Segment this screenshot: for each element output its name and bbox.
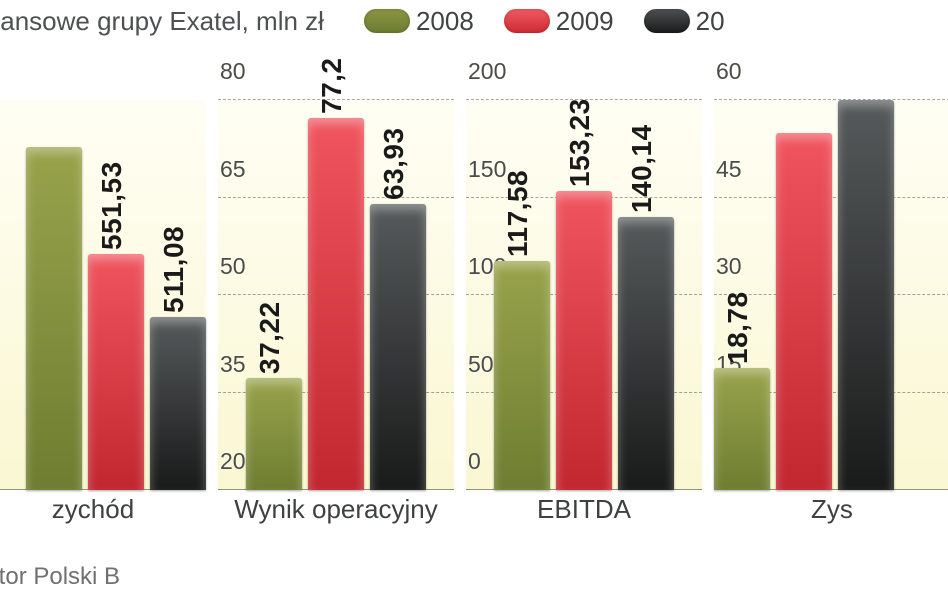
ytick-label: 60 [716,58,742,85]
chart-przychod: 551,53511,08zychód [0,60,206,490]
header-row: inansowe grupy Exatel, mln zł 2008 2009 … [0,0,940,42]
ytick-label: 80 [220,58,246,85]
bars-group: 37,2277,263,93 [218,100,454,490]
bar-value-label: 140,14 [626,124,658,213]
legend-label-2008: 2008 [416,6,474,37]
legend-swatch-2010 [644,9,690,33]
bar-2009: 77,2 [308,118,364,490]
bar-value-label: 18,78 [722,291,754,364]
bar-value-label: 63,93 [378,128,410,201]
page-title: inansowe grupy Exatel, mln zł [0,6,324,37]
bar-value-label: 37,22 [254,302,286,375]
chart-x-label: zychód [0,494,206,525]
bars-group: 117,58153,23140,14 [466,100,702,490]
chart-x-label: Zys [714,494,948,525]
viewport: inansowe grupy Exatel, mln zł 2008 2009 … [0,0,948,593]
bars-group: 551,53511,08 [0,100,206,490]
legend-item-2008: 2008 [364,6,474,37]
legend-label-2010: 20 [696,6,725,37]
bar-value-label: 153,23 [564,99,596,188]
legend-swatch-2008 [364,9,410,33]
bar-2010 [838,100,894,490]
legend-item-2010: 20 [644,6,725,37]
bar-value-label: 117,58 [502,170,534,257]
legend-item-2009: 2009 [504,6,614,37]
bar-2010: 511,08 [150,317,206,490]
chart-x-label: Wynik operacyjny [218,494,454,525]
bar-value-label: 77,2 [316,58,348,115]
bar-2009: 153,23 [556,191,612,490]
bar-value-label: 511,08 [158,226,190,313]
legend-swatch-2009 [504,9,550,33]
source-label: nitor Polski B [0,563,120,591]
bar-2008: 18,78 [714,368,770,490]
chart-x-label: EBITDA [466,494,702,525]
bar-2008: 117,58 [494,261,550,490]
ytick-label: 200 [468,58,506,85]
bar-2008: 37,22 [246,378,302,490]
bar-2010: 63,93 [370,204,426,490]
chart-zysk: 01530456018,78Zys [714,60,948,490]
legend: 2008 2009 20 [364,6,747,37]
chart-ebitda: 050100150200117,58153,23140,14EBITDA [466,60,702,490]
bars-group: 18,78 [714,100,948,490]
bar-value-label: 551,53 [96,161,128,250]
bar-2009 [776,133,832,491]
legend-label-2009: 2009 [556,6,614,37]
bar-2008 [26,147,82,490]
chart-wynik-operacyjny: 203550658037,2277,263,93Wynik operacyjny [218,60,454,490]
charts-row: 551,53511,08zychód203550658037,2277,263,… [0,60,948,520]
bar-2009: 551,53 [88,254,144,490]
bar-2010: 140,14 [618,217,674,490]
